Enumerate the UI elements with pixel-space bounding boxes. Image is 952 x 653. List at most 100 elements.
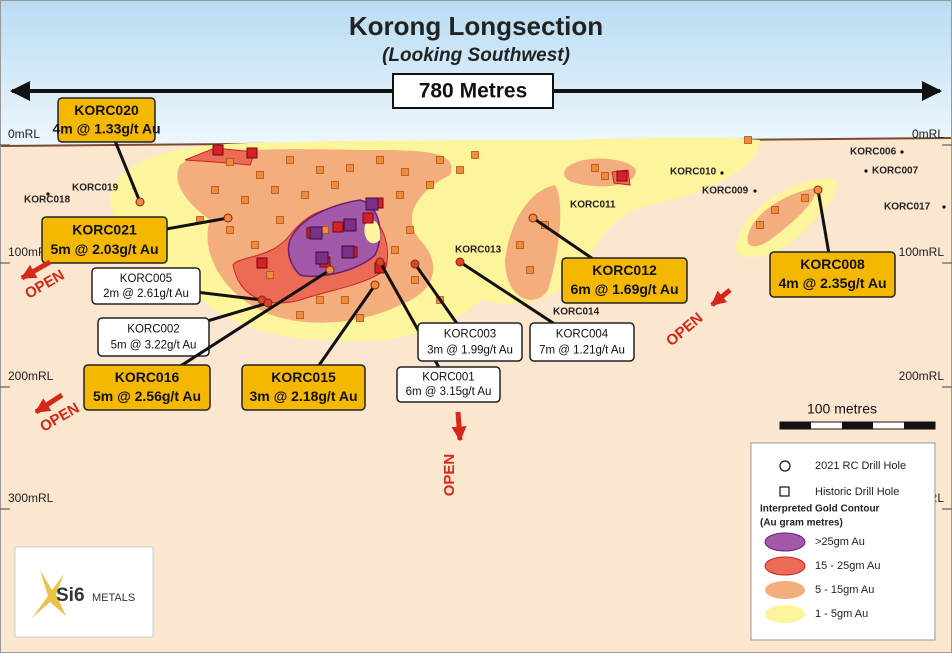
drill-hole-label: KORC010 [670, 167, 717, 178]
callout-result: 5m @ 3.22g/t Au [111, 339, 197, 351]
rc-drill-hole [223, 213, 233, 223]
callout-result: 5m @ 2.03g/t Au [50, 241, 158, 257]
drill-collar [46, 192, 50, 196]
callout-box [769, 251, 896, 298]
historic-hole [246, 147, 258, 159]
drill-collar [900, 150, 904, 154]
callout-hole: KORC001 [422, 372, 474, 384]
historic-hole [436, 156, 444, 164]
historic-hole [276, 216, 284, 224]
historic-hole [471, 151, 479, 159]
callout-result: 5m @ 2.56g/t Au [93, 388, 201, 404]
open-arrow [451, 411, 467, 442]
legend-item: 2021 RC Drill Hole [815, 460, 906, 472]
rl-label: 300mRL [8, 491, 54, 505]
rc-drill-hole [325, 265, 335, 275]
intercept-callouts: KORC020 4m @ 1.33g/t Au KORC021 5m @ 2.03g/… [41, 97, 896, 411]
rc-drill-hole [375, 257, 385, 267]
historic-hole [226, 158, 234, 166]
drill-hole-label: KORC019 [72, 183, 119, 194]
callout-hole: KORC012 [592, 262, 657, 278]
historic-hole [356, 314, 364, 322]
historic-hole [376, 156, 384, 164]
width-box [392, 73, 554, 109]
historic-hole [315, 251, 329, 265]
open-arrow [34, 392, 64, 415]
legend-contour: 15 - 25gm Au [815, 560, 880, 572]
rl-label: 200mRL [899, 369, 945, 383]
historic-holes [196, 136, 809, 322]
historic-hole [411, 276, 419, 284]
rc-drill-hole [370, 280, 380, 290]
callout-result: 3m @ 2.18g/t Au [249, 388, 357, 404]
callout-box [97, 317, 210, 357]
historic-hole [286, 156, 294, 164]
historic-hole [406, 226, 414, 234]
historic-hole [616, 170, 628, 182]
historic-hole [341, 245, 355, 259]
drill-hole-label: KORC018 [24, 195, 71, 206]
rl-label: 200mRL [8, 369, 54, 383]
callout-box [241, 364, 366, 411]
historic-hole [426, 181, 434, 189]
callout-box [57, 97, 156, 143]
callout-hole: KORC020 [74, 102, 139, 118]
historic-hole [341, 296, 349, 304]
callout-box [41, 216, 168, 264]
callout-box [396, 366, 501, 403]
drill-collar [720, 171, 724, 175]
historic-hole [365, 197, 379, 211]
callout-result: 7m @ 1.21g/t Au [539, 344, 625, 356]
rc-drill-hole [410, 259, 420, 269]
callout-box [529, 322, 635, 362]
historic-hole [526, 266, 534, 274]
callout-result: 6m @ 3.15g/t Au [406, 386, 492, 398]
drill-hole-label: KORC011 [570, 200, 616, 211]
legend-subheading: (Au gram metres) [760, 518, 843, 529]
open-arrow [710, 288, 732, 307]
historic-hole [591, 164, 599, 172]
historic-hole [211, 186, 219, 194]
callout-box [91, 267, 201, 305]
rc-drill-hole [528, 213, 538, 223]
drill-hole-label: KORC006 [850, 147, 897, 158]
drill-hole-label: KORC017 [884, 202, 931, 213]
drill-collar [864, 169, 868, 173]
historic-hole [212, 144, 224, 156]
historic-hole [226, 226, 234, 234]
callout-hole: KORC015 [271, 369, 336, 385]
historic-hole [391, 246, 399, 254]
rl-label: 100mRL [899, 245, 945, 259]
rl-label: 0mRL [912, 127, 944, 141]
historic-hole [316, 296, 324, 304]
historic-hole [396, 191, 404, 199]
historic-hole [801, 194, 809, 202]
callout-hole: KORC003 [444, 328, 496, 340]
historic-hole [771, 206, 779, 214]
historic-hole [362, 212, 374, 224]
open-arrow [20, 259, 52, 281]
historic-hole [744, 136, 752, 144]
callout-result: 3m @ 1.99g/t Au [427, 344, 513, 356]
legend-heading: Interpreted Gold Contour [760, 504, 880, 515]
historic-hole [601, 172, 609, 180]
historic-hole [256, 257, 268, 269]
rl-labels: 0mRL0mRL100mRL100mRL200mRL200mRL300mRL30… [0, 127, 952, 510]
rl-label: 0mRL [8, 127, 40, 141]
callout-result: 4m @ 2.35g/t Au [778, 275, 886, 291]
historic-hole [331, 181, 339, 189]
legend-contour: 1 - 5gm Au [815, 608, 868, 620]
width-label: 780 Metres [419, 80, 528, 103]
rc-drill-hole [135, 197, 145, 207]
scale-label: 100 metres [807, 401, 877, 417]
callout-result: 6m @ 1.69g/t Au [570, 281, 678, 297]
historic-hole [241, 196, 249, 204]
historic-hole [401, 168, 409, 176]
historic-hole [266, 271, 274, 279]
rc-drill-hole [813, 185, 823, 195]
callout-hole: KORC016 [115, 369, 180, 385]
historic-hole [516, 241, 524, 249]
drill-hole-label: KORC014 [553, 307, 600, 318]
